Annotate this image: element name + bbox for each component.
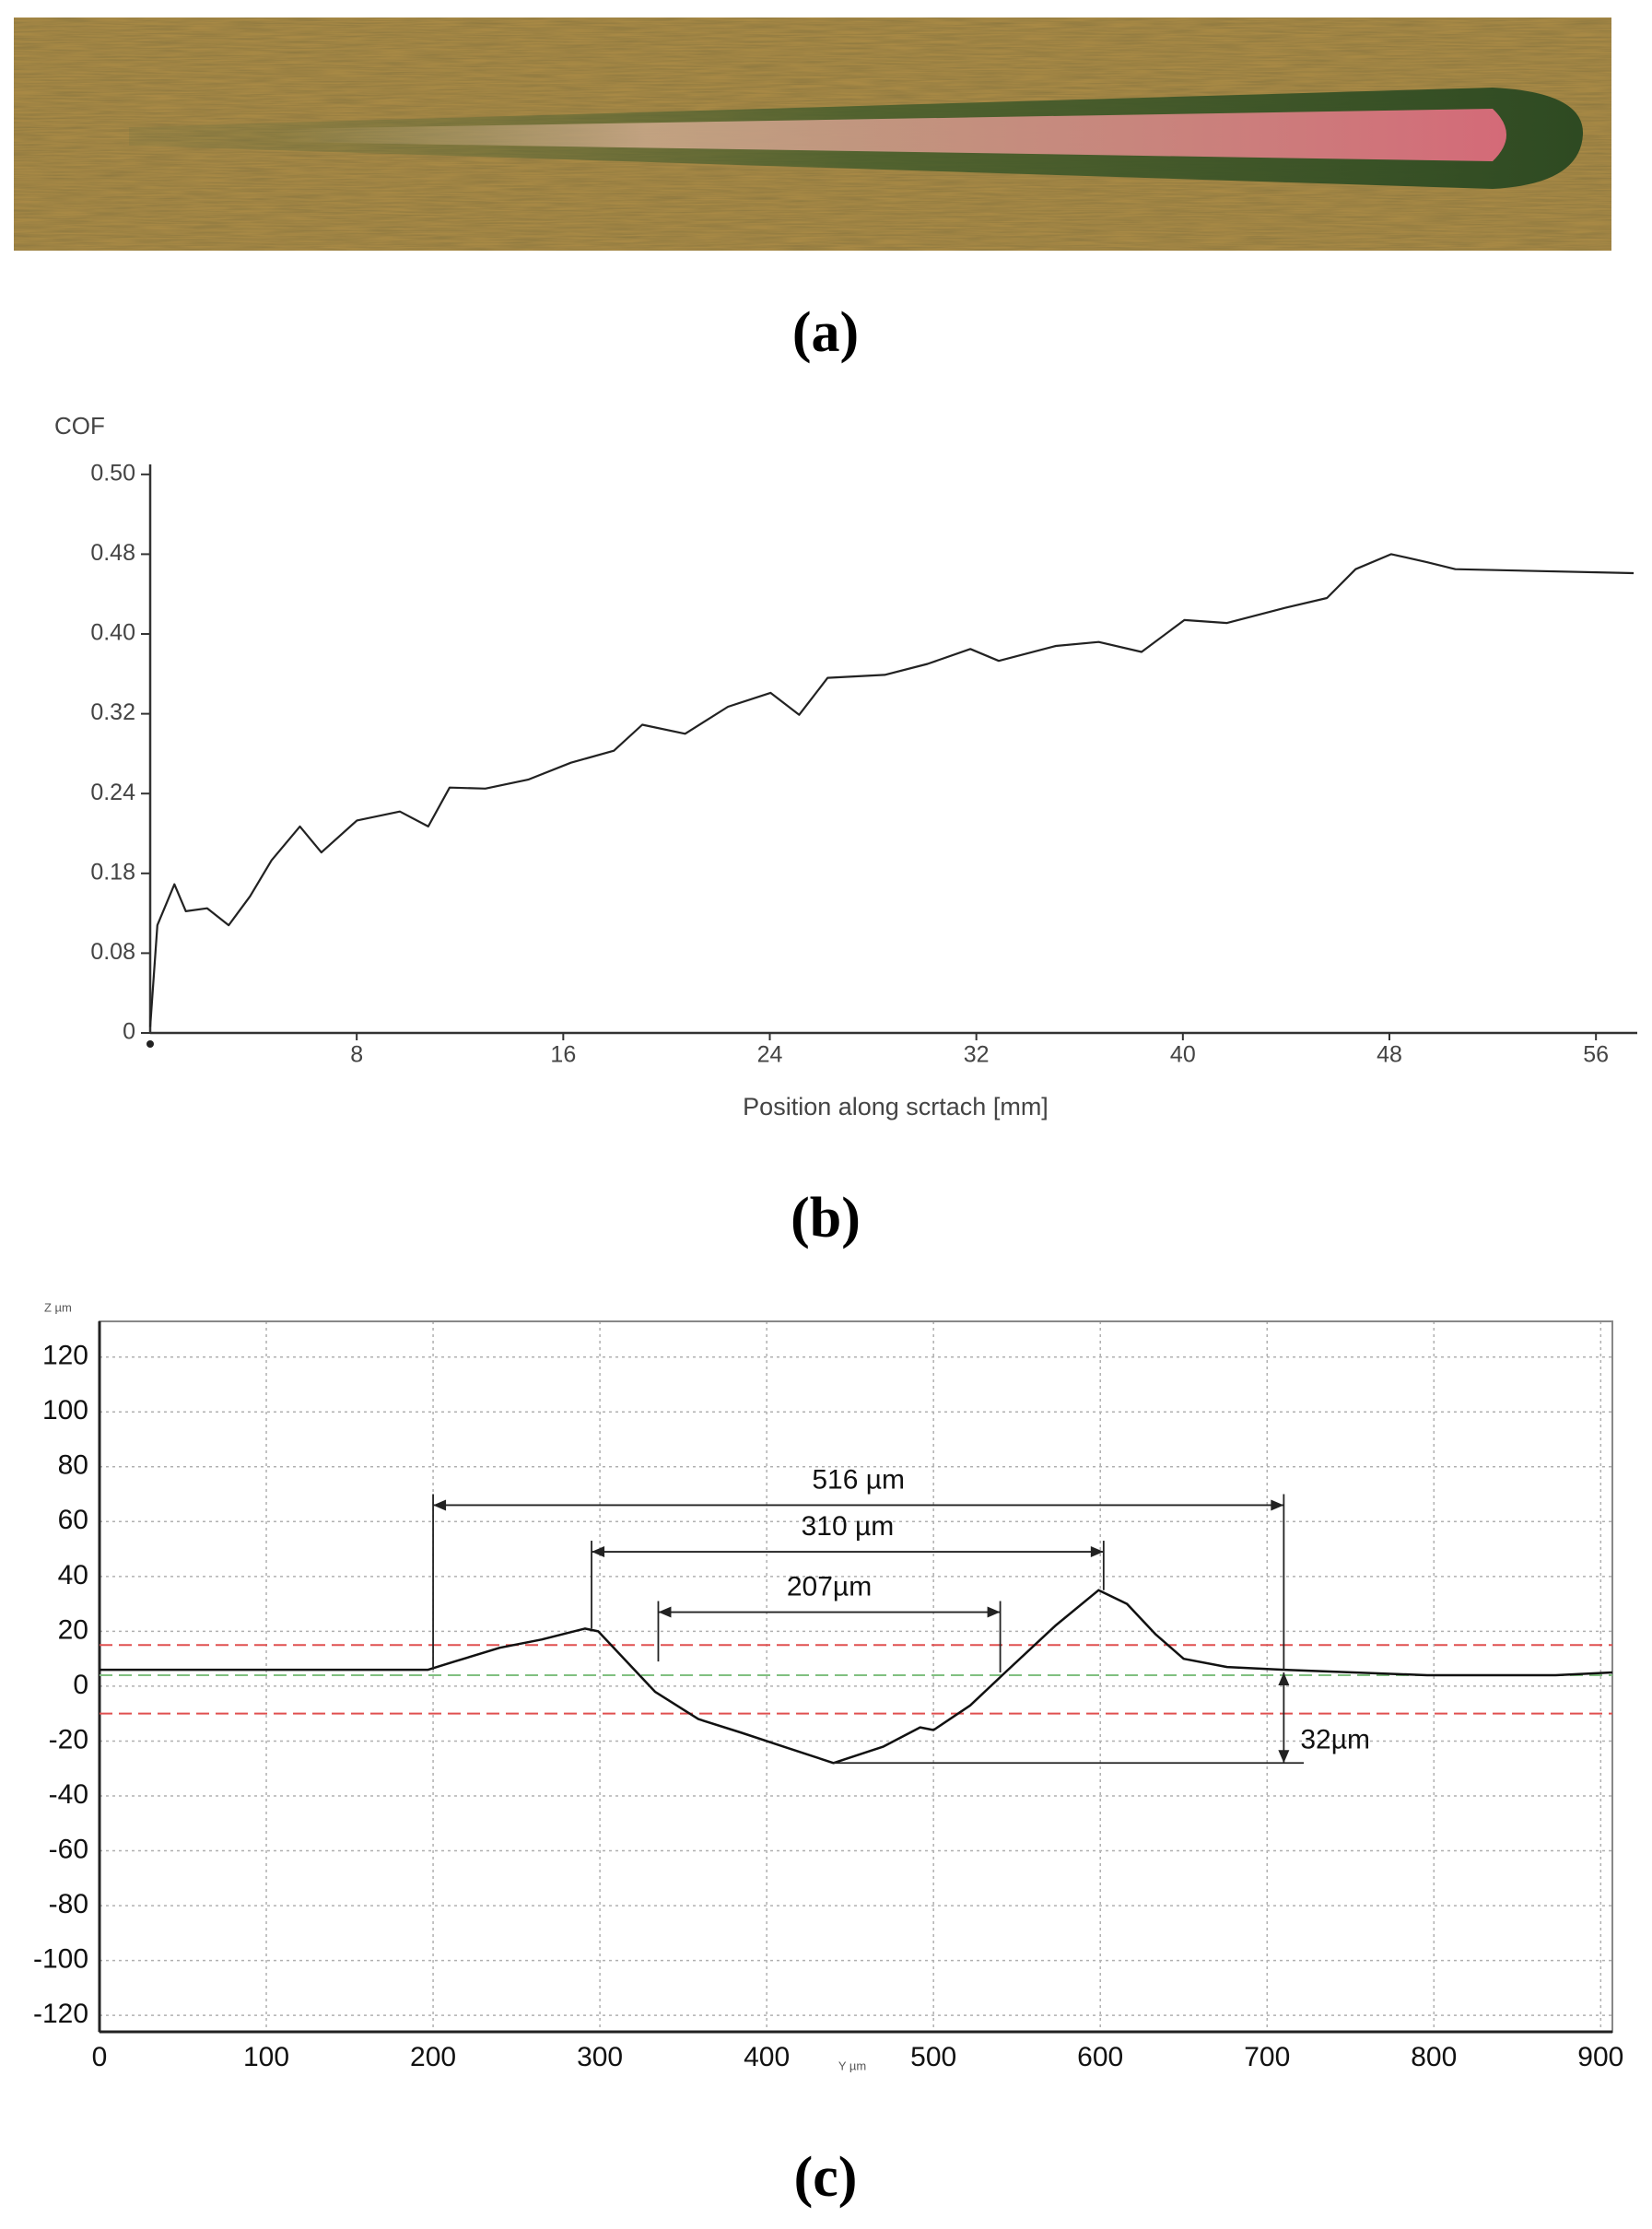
arrow-head <box>658 1606 672 1618</box>
x-tick-label: 500 <box>910 2042 956 2072</box>
dimension-annotations: 516 µm 310 µm 207µm 32µm <box>432 1464 1370 1765</box>
y-tick-label: 100 <box>42 1395 88 1425</box>
arrow-head <box>592 1546 605 1558</box>
x-tick-label: 0 <box>92 2042 108 2072</box>
y-tick-label: 0.18 <box>90 859 135 885</box>
y-tick-label: 0.24 <box>90 780 135 805</box>
x-tick-label: 48 <box>1377 1042 1402 1068</box>
y-tick-label: 0.40 <box>90 620 135 646</box>
y-tick-label: -80 <box>49 1889 88 1919</box>
origin-dot <box>146 1040 154 1048</box>
x-tick-label: 300 <box>577 2042 623 2072</box>
x-tick-label: 400 <box>744 2042 790 2072</box>
annotation: 207µm <box>787 1571 872 1601</box>
y-tick-label: -100 <box>33 1944 88 1975</box>
x-tick-label: 900 <box>1577 2042 1623 2072</box>
x-tick-label: 200 <box>410 2042 456 2072</box>
x-tick-label: 40 <box>1170 1042 1196 1068</box>
y-axis-label: Z µm <box>44 1300 72 1314</box>
annotation: 310 µm <box>802 1511 895 1542</box>
arrow-head <box>1090 1546 1104 1558</box>
arrow-head <box>1278 1672 1290 1686</box>
y-tick-label: 20 <box>58 1614 88 1645</box>
y-tick-label: 0.32 <box>90 699 135 725</box>
y-tick-label: 0.50 <box>90 460 135 486</box>
y-tick-label: 120 <box>42 1341 88 1371</box>
x-tick-label: 8 <box>350 1042 363 1068</box>
arrow-head <box>987 1606 1001 1618</box>
y-tick-label: 0 <box>123 1019 135 1045</box>
x-tick-label: 700 <box>1244 2042 1290 2072</box>
annotation: 516 µm <box>812 1464 905 1495</box>
y-tick-label: 0 <box>73 1670 88 1700</box>
y-tick-label: 60 <box>58 1505 88 1535</box>
x-tick-label: 32 <box>964 1042 990 1068</box>
x-tick-label: 600 <box>1077 2042 1123 2072</box>
y-tick-label: 80 <box>58 1450 88 1481</box>
data-line <box>100 1589 1613 1765</box>
x-axis-label: Position along scrtach [mm] <box>743 1093 1049 1120</box>
x-tick-label: 24 <box>757 1042 783 1068</box>
data-line <box>148 553 1634 1027</box>
y-tick-label: 0.08 <box>90 939 135 965</box>
x-tick-label: 56 <box>1583 1042 1609 1068</box>
x-axis-label: Y µm <box>838 2059 866 2072</box>
x-tick-label: 800 <box>1411 2042 1457 2072</box>
x-tick-label: 100 <box>243 2042 289 2072</box>
y-tick-label: -20 <box>49 1724 88 1754</box>
arrow-head <box>433 1499 447 1511</box>
y-axis-label: COF <box>54 412 105 440</box>
y-tick-label: -120 <box>33 1999 88 2029</box>
plot-frame <box>99 1320 1613 2033</box>
micrograph <box>14 18 1611 251</box>
caption: (c) <box>794 2146 858 2209</box>
arrow-head <box>1278 1750 1290 1764</box>
y-tick-label: -60 <box>49 1834 88 1864</box>
y-tick-label: 40 <box>58 1560 88 1590</box>
y-tick-label: 0.48 <box>90 540 135 566</box>
arrow-head <box>1271 1499 1284 1511</box>
annotation: 32µm <box>1300 1724 1370 1754</box>
caption: (a) <box>792 301 859 364</box>
x-tick-label: 16 <box>550 1042 576 1068</box>
caption: (b) <box>791 1187 861 1249</box>
y-tick-label: -40 <box>49 1779 88 1810</box>
